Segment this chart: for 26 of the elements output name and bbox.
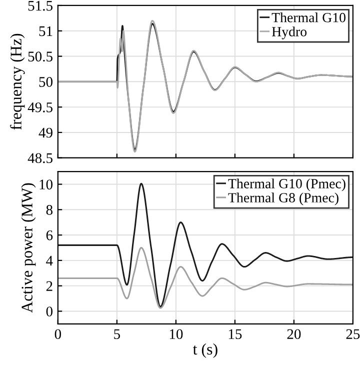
x-tick-label: 20: [287, 329, 301, 340]
y-tick-label: 6: [46, 230, 53, 240]
y-tick-label: 10: [40, 180, 53, 190]
y-tick-label: 50.5: [28, 52, 52, 62]
legend-label: Hydro: [272, 26, 307, 40]
legend-label: Thermal G10: [272, 12, 346, 22]
x-tick-label: 0: [54, 329, 62, 340]
y-tick-label: 4: [46, 256, 53, 266]
y-tick-label: 0: [46, 306, 53, 316]
y-tick-label: 8: [46, 205, 53, 215]
y-tick-label: 51: [39, 26, 52, 36]
legend-label: Thermal G10 (Pmec): [228, 178, 346, 192]
legend-label: Thermal G8 (Pmec): [228, 192, 338, 206]
y-tick-label: 50: [39, 77, 53, 87]
x-tick-label: 10: [170, 329, 183, 340]
x-tick-label: 5: [114, 329, 120, 340]
x-axis-title: t (s): [192, 343, 218, 358]
y-tick-label: 51.5: [28, 0, 52, 11]
x-tick-label: 25: [346, 329, 360, 340]
x-tick-label: 15: [228, 329, 242, 340]
y-tick-label: 2: [46, 281, 52, 291]
y-axis-title: Active power (MW): [21, 183, 36, 313]
y-tick-label: 49.5: [28, 102, 52, 112]
y-axis-title: frequency (Hz): [10, 34, 25, 130]
y-tick-label: 48.5: [28, 153, 52, 164]
y-tick-label: 49: [38, 128, 52, 138]
